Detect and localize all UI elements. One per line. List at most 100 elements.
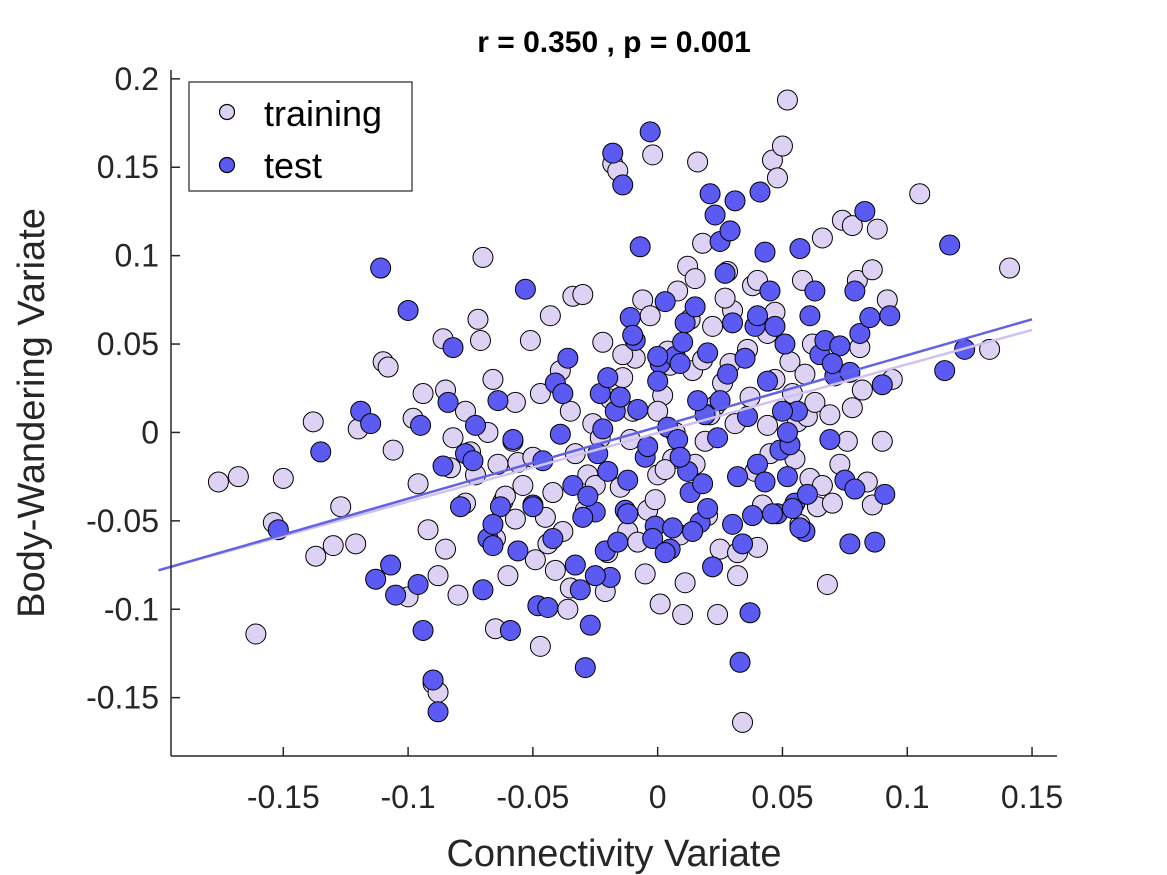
test-point	[647, 370, 669, 392]
test-point	[462, 450, 484, 472]
training-point	[529, 383, 551, 405]
test-point	[542, 528, 564, 550]
training-point	[612, 344, 634, 366]
training-point	[207, 471, 229, 493]
test-point	[607, 531, 629, 553]
test-point	[397, 299, 419, 321]
test-point	[507, 540, 529, 562]
training-fit-line	[158, 328, 1033, 572]
test-point	[859, 307, 881, 329]
test-point	[871, 374, 893, 396]
training-point	[427, 565, 449, 587]
x-tick-label: 0	[649, 779, 667, 815]
training-point	[702, 315, 724, 337]
test-fit-line	[158, 318, 1033, 572]
training-point	[407, 473, 429, 495]
test-point	[754, 241, 776, 263]
test-point	[662, 517, 684, 539]
training-point	[861, 259, 883, 281]
test-point	[597, 460, 619, 482]
test-point	[584, 565, 606, 587]
test-point	[617, 503, 639, 525]
test-point	[489, 496, 511, 518]
test-point	[864, 531, 886, 553]
test-point	[781, 497, 803, 519]
training-point	[804, 391, 826, 413]
training-point	[544, 559, 566, 581]
x-axis-label: Connectivity Variate	[446, 833, 781, 875]
test-point	[472, 579, 494, 601]
training-point	[684, 268, 706, 290]
training-point	[504, 391, 526, 413]
test-point	[432, 455, 454, 477]
training-point	[649, 593, 671, 615]
test-point	[609, 386, 631, 408]
test-point	[602, 142, 624, 164]
test-point	[719, 220, 741, 242]
test-point	[707, 427, 729, 449]
training-point	[412, 383, 434, 405]
test-point	[557, 347, 579, 369]
training-point	[642, 144, 664, 166]
test-point	[737, 406, 759, 428]
x-tick-label: 0.1	[885, 779, 929, 815]
y-tick-label: -0.1	[104, 591, 159, 627]
test-point	[407, 574, 429, 595]
test-point	[717, 363, 739, 385]
test-point	[724, 190, 746, 212]
test-point	[385, 584, 407, 606]
test-point	[697, 342, 719, 364]
test-point	[759, 280, 781, 302]
test-point	[771, 400, 793, 422]
training-point	[866, 218, 888, 240]
test-point	[776, 466, 798, 488]
test-point	[592, 418, 614, 440]
test-point	[627, 398, 649, 420]
test-point	[776, 421, 798, 443]
test-point	[514, 278, 536, 300]
training-point	[644, 489, 666, 511]
y-tick-label: 0.15	[97, 149, 159, 185]
test-point	[370, 257, 392, 279]
test-point	[714, 262, 736, 284]
test-point	[562, 474, 584, 496]
test-point	[310, 441, 332, 463]
test-point	[482, 513, 504, 535]
test-point	[597, 367, 619, 389]
test-point	[692, 473, 714, 495]
training-point	[497, 565, 519, 587]
training-point	[504, 508, 526, 530]
test-point	[729, 651, 751, 673]
training-point	[417, 519, 439, 541]
training-point	[345, 533, 367, 555]
legend-swatch-training	[218, 103, 236, 121]
test-point	[422, 669, 444, 691]
training-point	[469, 330, 491, 352]
training-point	[482, 368, 504, 390]
training-point	[794, 363, 816, 385]
test-point	[654, 542, 676, 564]
test-point	[799, 305, 821, 327]
test-point	[789, 238, 811, 260]
training-point	[472, 246, 494, 268]
training-point	[709, 538, 731, 560]
test-point	[742, 505, 764, 527]
y-tick-label: 0	[141, 414, 159, 450]
test-point	[756, 370, 778, 392]
x-tick-label: -0.05	[496, 779, 569, 815]
legend-swatch-test	[218, 156, 236, 174]
test-point	[672, 331, 694, 353]
training-point	[909, 183, 931, 205]
test-point	[639, 121, 661, 143]
training-point	[674, 572, 696, 594]
training-point	[819, 404, 841, 426]
test-point	[739, 602, 761, 624]
test-point	[360, 413, 382, 435]
test-point	[619, 307, 641, 329]
training-point	[447, 584, 469, 606]
training-point	[732, 711, 754, 733]
test-point	[747, 453, 769, 475]
test-point	[574, 657, 596, 679]
test-point	[437, 391, 459, 413]
